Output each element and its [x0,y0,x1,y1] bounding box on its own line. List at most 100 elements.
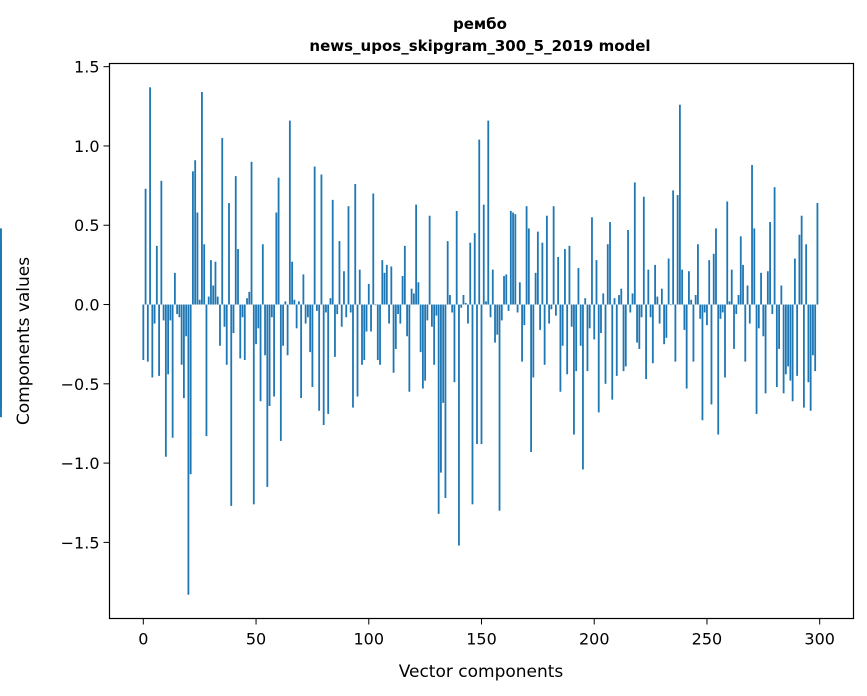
bar-233 [667,258,670,305]
bar-280 [773,187,776,305]
bar-214 [624,304,627,367]
bar-208 [611,304,614,400]
bar-299 [816,203,819,305]
bar-77 [316,304,318,311]
bar-103 [374,304,377,306]
bar-201 [595,260,598,305]
y-tick-label: −1.5 [61,533,100,552]
bar-205 [604,304,607,384]
bar-190 [570,304,573,327]
y-tick-label: 1.0 [74,137,99,156]
bar-107 [383,272,386,305]
bar-47 [248,291,251,305]
bar-264 [737,295,740,305]
bar-136 [449,295,451,305]
bar-118 [408,304,411,392]
bar-222 [642,196,645,305]
bar-56 [268,304,271,407]
bar-173 [532,304,535,378]
bar-2 [146,304,149,362]
bar-167 [518,282,521,305]
bar-228 [656,296,659,305]
bar-282 [778,304,780,349]
bar-274 [760,272,762,305]
bar-177 [541,242,544,305]
bar-108 [385,264,388,305]
bar-106 [381,260,384,305]
bar-269 [748,304,751,324]
bar-64 [286,304,289,356]
bar-0 [142,304,145,361]
bar-145 [469,242,472,305]
bar-249 [703,304,706,313]
bar-17 [180,304,183,365]
bar-144 [467,304,469,324]
bar-125 [424,304,427,381]
bar-123 [419,304,422,353]
y-tick-label: −0.5 [61,375,100,394]
bar-122 [417,282,420,305]
bar-35 [221,138,224,305]
bar-16 [178,304,181,318]
bar-248 [701,304,704,421]
bar-129 [433,304,436,365]
bar-224 [647,269,650,305]
bar-70 [300,304,303,399]
bar-258 [724,304,726,378]
bar-34 [219,304,221,346]
bar-91 [347,206,350,305]
bar-30 [210,260,212,305]
bar-86 [336,304,339,315]
bar-197 [586,304,589,372]
bar-193 [577,268,580,305]
bar-251 [708,260,711,305]
bar-217 [631,293,634,305]
bar-257 [721,304,724,313]
bar-184 [557,256,560,305]
bar-275 [762,304,765,337]
bar-191 [573,304,575,435]
bar-230 [660,288,663,305]
bar-138 [453,304,456,383]
bar-101 [370,304,372,332]
bar-186 [561,304,564,346]
bar-74 [309,304,312,353]
bar-232 [665,304,668,338]
bar-52 [259,304,262,402]
bar-161 [505,274,508,305]
bar-227 [654,264,656,305]
bar-100 [367,283,370,305]
y-tick-label: 0.5 [74,216,99,235]
bar-127 [428,215,431,305]
bar-237 [676,195,679,305]
bar-194 [579,304,582,346]
bar-149 [478,139,481,305]
bar-183 [555,304,557,316]
bar-155 [491,269,494,305]
bar-82 [327,304,330,414]
bar-79 [320,174,323,305]
bar-221 [640,304,643,318]
bar-276 [764,304,767,394]
bar-192 [575,304,578,372]
bar-98 [363,304,366,361]
bar-281 [775,304,778,387]
bar-89 [343,271,345,305]
bar-140 [458,304,460,546]
bar-166 [516,304,519,313]
bar-199 [591,217,593,305]
bar-265 [739,236,742,305]
bar-160 [503,275,505,305]
bar-206 [606,244,609,305]
bar-188 [566,304,569,375]
bar-78 [318,304,321,411]
bar-45 [243,304,246,361]
bar-90 [345,304,348,318]
y-tick-label: −1.0 [61,454,100,473]
bar-3 [149,87,151,305]
bar-295 [807,304,810,383]
bar-260 [728,301,731,305]
bar-139 [455,210,458,305]
bar-162 [507,304,510,311]
bar-212 [620,288,623,305]
